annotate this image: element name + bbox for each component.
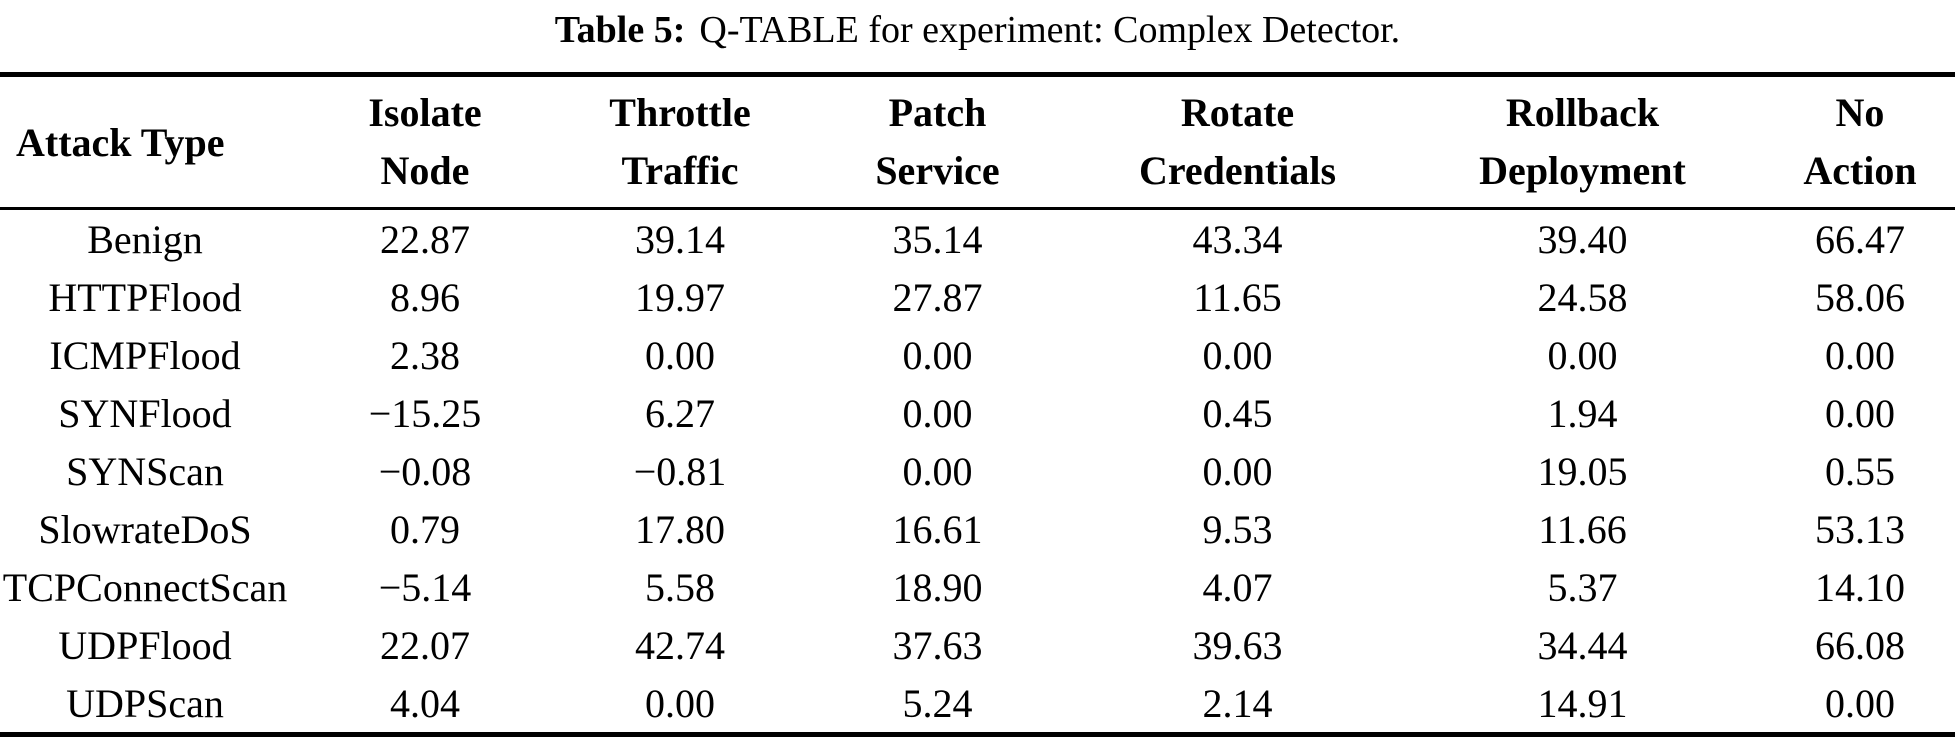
table-row-icmpflood: ICMPFlood 2.38 0.00 0.00 0.00 0.00 0.00 — [0, 326, 1955, 384]
attack-type-cell: SYNScan — [66, 448, 224, 494]
col-header-isolate-node: Isolate Node — [290, 75, 560, 209]
q-value-cell: 66.08 — [1815, 622, 1905, 668]
q-value-cell: 19.97 — [635, 274, 725, 320]
col-header-line: Traffic — [621, 148, 739, 193]
col-header-line: Isolate — [368, 90, 482, 135]
col-header-no-action: No Action — [1765, 75, 1955, 209]
q-value-cell: −15.25 — [368, 390, 482, 436]
q-value-cell: 39.40 — [1537, 216, 1628, 262]
table-row-synflood: SYNFlood −15.25 6.27 0.00 0.45 1.94 0.00 — [0, 384, 1955, 442]
q-value-cell: 4.07 — [1202, 564, 1273, 610]
q-value-cell: 4.04 — [390, 680, 460, 726]
caption-label: Table 5: — [554, 9, 686, 51]
col-header-line: Service — [875, 148, 1000, 193]
col-header-line: Throttle — [609, 90, 751, 135]
header-row: Attack Type Isolate Node Throttle Traffi… — [0, 75, 1955, 209]
q-value-cell: 35.14 — [892, 216, 983, 262]
q-value-cell: 58.06 — [1815, 274, 1905, 320]
q-value-cell: −5.14 — [378, 564, 472, 610]
attack-type-cell: UDPFlood — [58, 622, 232, 668]
col-header-line: Action — [1803, 148, 1917, 193]
q-value-cell: 34.44 — [1537, 622, 1628, 668]
q-value-cell: 18.90 — [892, 564, 983, 610]
q-value-cell: 39.14 — [635, 216, 725, 262]
q-value-cell: 42.74 — [635, 622, 725, 668]
col-header-line: Deployment — [1479, 148, 1686, 193]
q-value-cell: 0.45 — [1202, 390, 1273, 436]
col-header-rollback-deployment: Rollback Deployment — [1400, 75, 1765, 209]
q-value-cell: 39.63 — [1192, 622, 1283, 668]
table-row-udpflood: UDPFlood 22.07 42.74 37.63 39.63 34.44 6… — [0, 616, 1955, 674]
col-header-rotate-credentials: Rotate Credentials — [1075, 75, 1400, 209]
q-value-cell: 17.80 — [635, 506, 725, 552]
q-value-cell: 53.13 — [1815, 506, 1905, 552]
attack-type-cell: SYNFlood — [58, 390, 232, 436]
q-value-cell: 0.00 — [1202, 332, 1273, 378]
attack-type-cell: TCPConnectScan — [2, 564, 288, 610]
q-value-cell: 2.14 — [1202, 680, 1273, 726]
q-value-cell: 16.61 — [892, 506, 983, 552]
q-value-cell: 9.53 — [1202, 506, 1273, 552]
table-row-benign: Benign 22.87 39.14 35.14 43.34 39.40 66.… — [0, 209, 1955, 269]
q-value-cell: 0.00 — [645, 680, 715, 726]
q-value-cell: 0.00 — [645, 332, 715, 378]
col-header-line: Credentials — [1138, 148, 1337, 193]
q-value-cell: −0.81 — [633, 448, 727, 494]
attack-type-cell: SlowrateDoS — [38, 506, 252, 552]
col-header-patch-service: Patch Service — [800, 75, 1075, 209]
q-value-cell: 22.07 — [380, 622, 470, 668]
table-row-tcpconnectscan: TCPConnectScan −5.14 5.58 18.90 4.07 5.3… — [0, 558, 1955, 616]
table-row-httpflood: HTTPFlood 8.96 19.97 27.87 11.65 24.58 5… — [0, 268, 1955, 326]
col-header-line: Rollback — [1505, 90, 1660, 135]
q-table: Attack Type Isolate Node Throttle Traffi… — [0, 72, 1955, 737]
q-value-cell: 5.24 — [902, 680, 973, 726]
q-value-cell: 1.94 — [1547, 390, 1618, 436]
q-value-cell: 19.05 — [1537, 448, 1628, 494]
col-header-attack-type: Attack Type — [16, 119, 225, 165]
table-row-udpscan: UDPScan 4.04 0.00 5.24 2.14 14.91 0.00 — [0, 674, 1955, 735]
caption-text: Q-TABLE for experiment: Complex Detector… — [699, 9, 1401, 51]
q-value-cell: 24.58 — [1537, 274, 1628, 320]
q-value-cell: 14.91 — [1537, 680, 1628, 726]
attack-type-cell: Benign — [87, 216, 203, 262]
table-row-synscan: SYNScan −0.08 −0.81 0.00 0.00 19.05 0.55 — [0, 442, 1955, 500]
q-value-cell: 11.65 — [1193, 274, 1282, 320]
q-value-cell: 0.00 — [1547, 332, 1618, 378]
q-value-cell: 11.66 — [1538, 506, 1627, 552]
q-value-cell: 0.00 — [1825, 390, 1895, 436]
q-value-cell: 0.00 — [902, 448, 973, 494]
q-value-cell: 0.00 — [1202, 448, 1273, 494]
q-value-cell: 5.37 — [1547, 564, 1618, 610]
q-value-cell: 6.27 — [645, 390, 715, 436]
attack-type-cell: ICMPFlood — [49, 332, 241, 378]
q-value-cell: 66.47 — [1815, 216, 1905, 262]
attack-type-cell: HTTPFlood — [48, 274, 242, 320]
q-value-cell: 0.00 — [1825, 332, 1895, 378]
table-caption: Table 5: Q-TABLE for experiment: Complex … — [0, 0, 1955, 72]
col-header-line: Node — [380, 148, 470, 193]
q-value-cell: 0.00 — [902, 332, 973, 378]
table-row-slowratedos: SlowrateDoS 0.79 17.80 16.61 9.53 11.66 … — [0, 500, 1955, 558]
q-value-cell: 27.87 — [892, 274, 983, 320]
q-value-cell: 22.87 — [380, 216, 470, 262]
q-value-cell: 5.58 — [645, 564, 715, 610]
q-value-cell: 43.34 — [1192, 216, 1283, 262]
q-value-cell: 8.96 — [390, 274, 460, 320]
col-header-throttle-traffic: Throttle Traffic — [560, 75, 800, 209]
col-header-line: No — [1835, 90, 1885, 135]
q-value-cell: −0.08 — [378, 448, 472, 494]
q-value-cell: 0.79 — [390, 506, 460, 552]
q-value-cell: 14.10 — [1815, 564, 1905, 610]
q-value-cell: 0.55 — [1825, 448, 1895, 494]
q-value-cell: 2.38 — [390, 332, 460, 378]
q-value-cell: 37.63 — [892, 622, 983, 668]
col-header-line: Rotate — [1180, 90, 1295, 135]
col-header-line: Patch — [888, 90, 987, 135]
q-value-cell: 0.00 — [902, 390, 973, 436]
q-value-cell: 0.00 — [1825, 680, 1895, 726]
attack-type-cell: UDPScan — [66, 680, 224, 726]
